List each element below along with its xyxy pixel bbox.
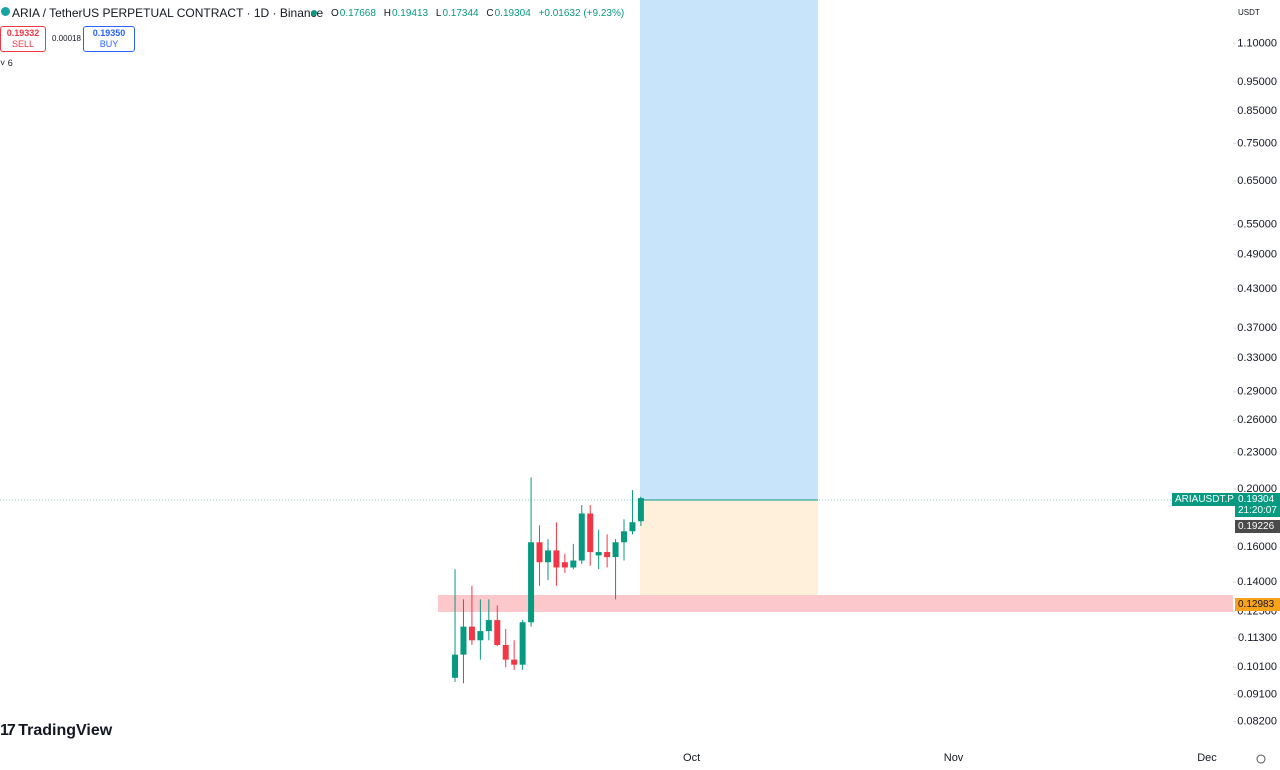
bid-tag: 0.19226 bbox=[1235, 520, 1280, 533]
stop-zone bbox=[640, 500, 818, 605]
candle-body bbox=[604, 552, 611, 558]
settings-icon[interactable] bbox=[1256, 754, 1266, 764]
candles bbox=[452, 477, 644, 684]
y-tick-label: 0.20000 bbox=[1237, 483, 1277, 495]
y-tick-label: 0.75000 bbox=[1237, 138, 1277, 150]
candle-body bbox=[621, 531, 628, 543]
y-tick-label: 0.49000 bbox=[1237, 249, 1277, 261]
candle-body bbox=[468, 626, 475, 641]
candle-body bbox=[544, 550, 551, 563]
candle-body bbox=[485, 620, 492, 632]
y-tick-label: 0.26000 bbox=[1237, 414, 1277, 426]
x-tick-label: Dec bbox=[1197, 752, 1217, 764]
buy-price: 0.19350 bbox=[92, 28, 126, 38]
ohlc-o: O0.17668 bbox=[331, 8, 376, 19]
y-tick-label: 0.65000 bbox=[1237, 175, 1277, 187]
candle-body bbox=[452, 654, 459, 678]
indicators-toggle[interactable]: ˅ 6 bbox=[0, 58, 13, 68]
ohlc-change: +0.01632 (+9.23%) bbox=[538, 8, 625, 19]
sell-price: 0.19332 bbox=[6, 28, 40, 38]
symbol-title: ARIA / TetherUS PERPETUAL CONTRACT · 1D … bbox=[12, 6, 324, 20]
ohlc: O0.17668 H0.19413 L0.17344 C0.19304 +0.0… bbox=[331, 8, 629, 19]
candle-body bbox=[629, 522, 636, 532]
candle-body bbox=[519, 622, 526, 665]
price-axis: 1.10000 0.95000 0.85000 0.75000 0.65000 0.550… bbox=[683, 38, 1277, 764]
y-tick-label: 0.37000 bbox=[1237, 322, 1277, 334]
level-tag: 0.12983 bbox=[1235, 598, 1280, 611]
logo: 17 TradingView bbox=[0, 722, 113, 739]
y-tick-label: 0.33000 bbox=[1237, 352, 1277, 364]
candle-body bbox=[553, 550, 560, 568]
candle-body bbox=[536, 542, 543, 563]
y-tick-label: 0.95000 bbox=[1237, 76, 1277, 88]
y-tick-label: 0.10100 bbox=[1237, 661, 1277, 673]
candle-body bbox=[595, 552, 602, 556]
candle-body bbox=[637, 498, 644, 522]
candle-body bbox=[570, 560, 577, 568]
buy-label: BUY bbox=[99, 39, 119, 49]
candle-body bbox=[477, 631, 484, 641]
y-tick-label: 0.43000 bbox=[1237, 283, 1277, 295]
candle-body bbox=[578, 513, 585, 561]
y-tick-label: 0.08200 bbox=[1237, 716, 1277, 728]
candle-body bbox=[502, 644, 509, 660]
y-tick-label: 0.14000 bbox=[1237, 576, 1277, 588]
symbol-icon bbox=[1, 7, 10, 16]
candle-body bbox=[494, 620, 501, 645]
sell-label: SELL bbox=[11, 39, 35, 49]
support-zone bbox=[438, 595, 1233, 612]
ohlc-c: C0.19304 bbox=[486, 8, 531, 19]
x-tick-label: Oct bbox=[683, 752, 700, 764]
candle-body bbox=[612, 542, 619, 558]
y-tick-label: 0.55000 bbox=[1237, 219, 1277, 231]
candle-body bbox=[460, 626, 467, 655]
spread: 0.00018 bbox=[52, 34, 81, 43]
candle-body bbox=[511, 659, 518, 665]
target-zone bbox=[640, 0, 818, 500]
y-tick-label: 0.16000 bbox=[1237, 541, 1277, 553]
logo-text: TradingView bbox=[18, 722, 113, 739]
x-tick-label: Nov bbox=[944, 752, 964, 764]
y-tick-label: 0.11300 bbox=[1238, 632, 1277, 644]
y-tick-label: 0.85000 bbox=[1237, 105, 1277, 117]
candle-body bbox=[561, 562, 568, 568]
candle-body bbox=[528, 542, 535, 623]
y-tick-label: 0.09100 bbox=[1237, 688, 1277, 700]
last-price-tag: 0.19304 21:20:07 bbox=[1235, 493, 1280, 517]
candle-body bbox=[587, 513, 594, 553]
y-tick-label: 1.10000 bbox=[1237, 38, 1277, 50]
buy-button[interactable]: 0.19350 BUY bbox=[83, 26, 135, 52]
y-tick-label: 0.23000 bbox=[1237, 446, 1277, 458]
market-status bbox=[311, 10, 317, 16]
countdown: 21:20:07 bbox=[1238, 505, 1277, 516]
currency[interactable]: USDT bbox=[1238, 8, 1260, 17]
symbol-tag: ARIAUSDT.P bbox=[1172, 493, 1237, 506]
ohlc-l: L0.17344 bbox=[435, 8, 479, 19]
y-tick-label: 0.29000 bbox=[1237, 386, 1277, 398]
indicator-count: 6 bbox=[7, 58, 13, 68]
ohlc-h: H0.19413 bbox=[383, 8, 429, 19]
sell-button[interactable]: 0.19332 SELL bbox=[0, 26, 46, 52]
last-price: 0.19304 bbox=[1238, 494, 1275, 505]
